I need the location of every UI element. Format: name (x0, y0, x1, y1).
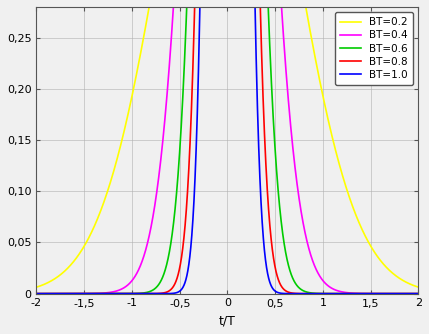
BT=0.8 (282, 288, 287, 292)
BT=0.8 (348, 292, 353, 296)
BT=0.6 (180, 103, 185, 107)
BT=1.0 (180, 286, 185, 290)
BT=1.0 (319, 292, 324, 296)
BT=1.0 (34, 292, 39, 296)
X-axis label: t/T: t/T (219, 314, 236, 327)
Line: BT=0.4: BT=0.4 (36, 0, 419, 294)
BT=0.8 (416, 292, 421, 296)
Legend: BT=0.2, BT=0.4, BT=0.6, BT=0.8, BT=1.0: BT=0.2, BT=0.4, BT=0.6, BT=0.8, BT=1.0 (335, 12, 413, 85)
BT=0.8 (319, 292, 324, 296)
BT=0.4 (416, 292, 421, 296)
BT=0.2 (348, 199, 353, 203)
BT=0.2 (103, 194, 109, 198)
BT=0.6 (319, 292, 324, 296)
BT=0.4 (34, 292, 39, 296)
Line: BT=0.6: BT=0.6 (36, 0, 419, 294)
Line: BT=0.2: BT=0.2 (36, 0, 419, 287)
BT=1.0 (416, 292, 421, 296)
BT=1.0 (103, 292, 109, 296)
BT=1.0 (263, 259, 268, 263)
BT=0.6 (348, 292, 353, 296)
BT=0.8 (263, 158, 268, 162)
BT=0.4 (348, 291, 353, 295)
Line: BT=0.8: BT=0.8 (36, 0, 419, 294)
BT=0.8 (180, 249, 185, 253)
BT=0.2 (319, 88, 324, 92)
BT=0.6 (416, 292, 421, 296)
BT=0.6 (34, 292, 39, 296)
BT=1.0 (282, 292, 287, 296)
BT=0.4 (282, 55, 287, 59)
BT=0.4 (319, 277, 324, 281)
BT=0.6 (103, 292, 109, 296)
BT=0.8 (34, 292, 39, 296)
Line: BT=1.0: BT=1.0 (36, 0, 419, 294)
BT=0.8 (103, 292, 109, 296)
BT=0.4 (103, 291, 109, 295)
BT=0.2 (416, 285, 421, 289)
BT=0.6 (282, 247, 287, 251)
BT=1.0 (348, 292, 353, 296)
BT=0.2 (34, 285, 39, 289)
